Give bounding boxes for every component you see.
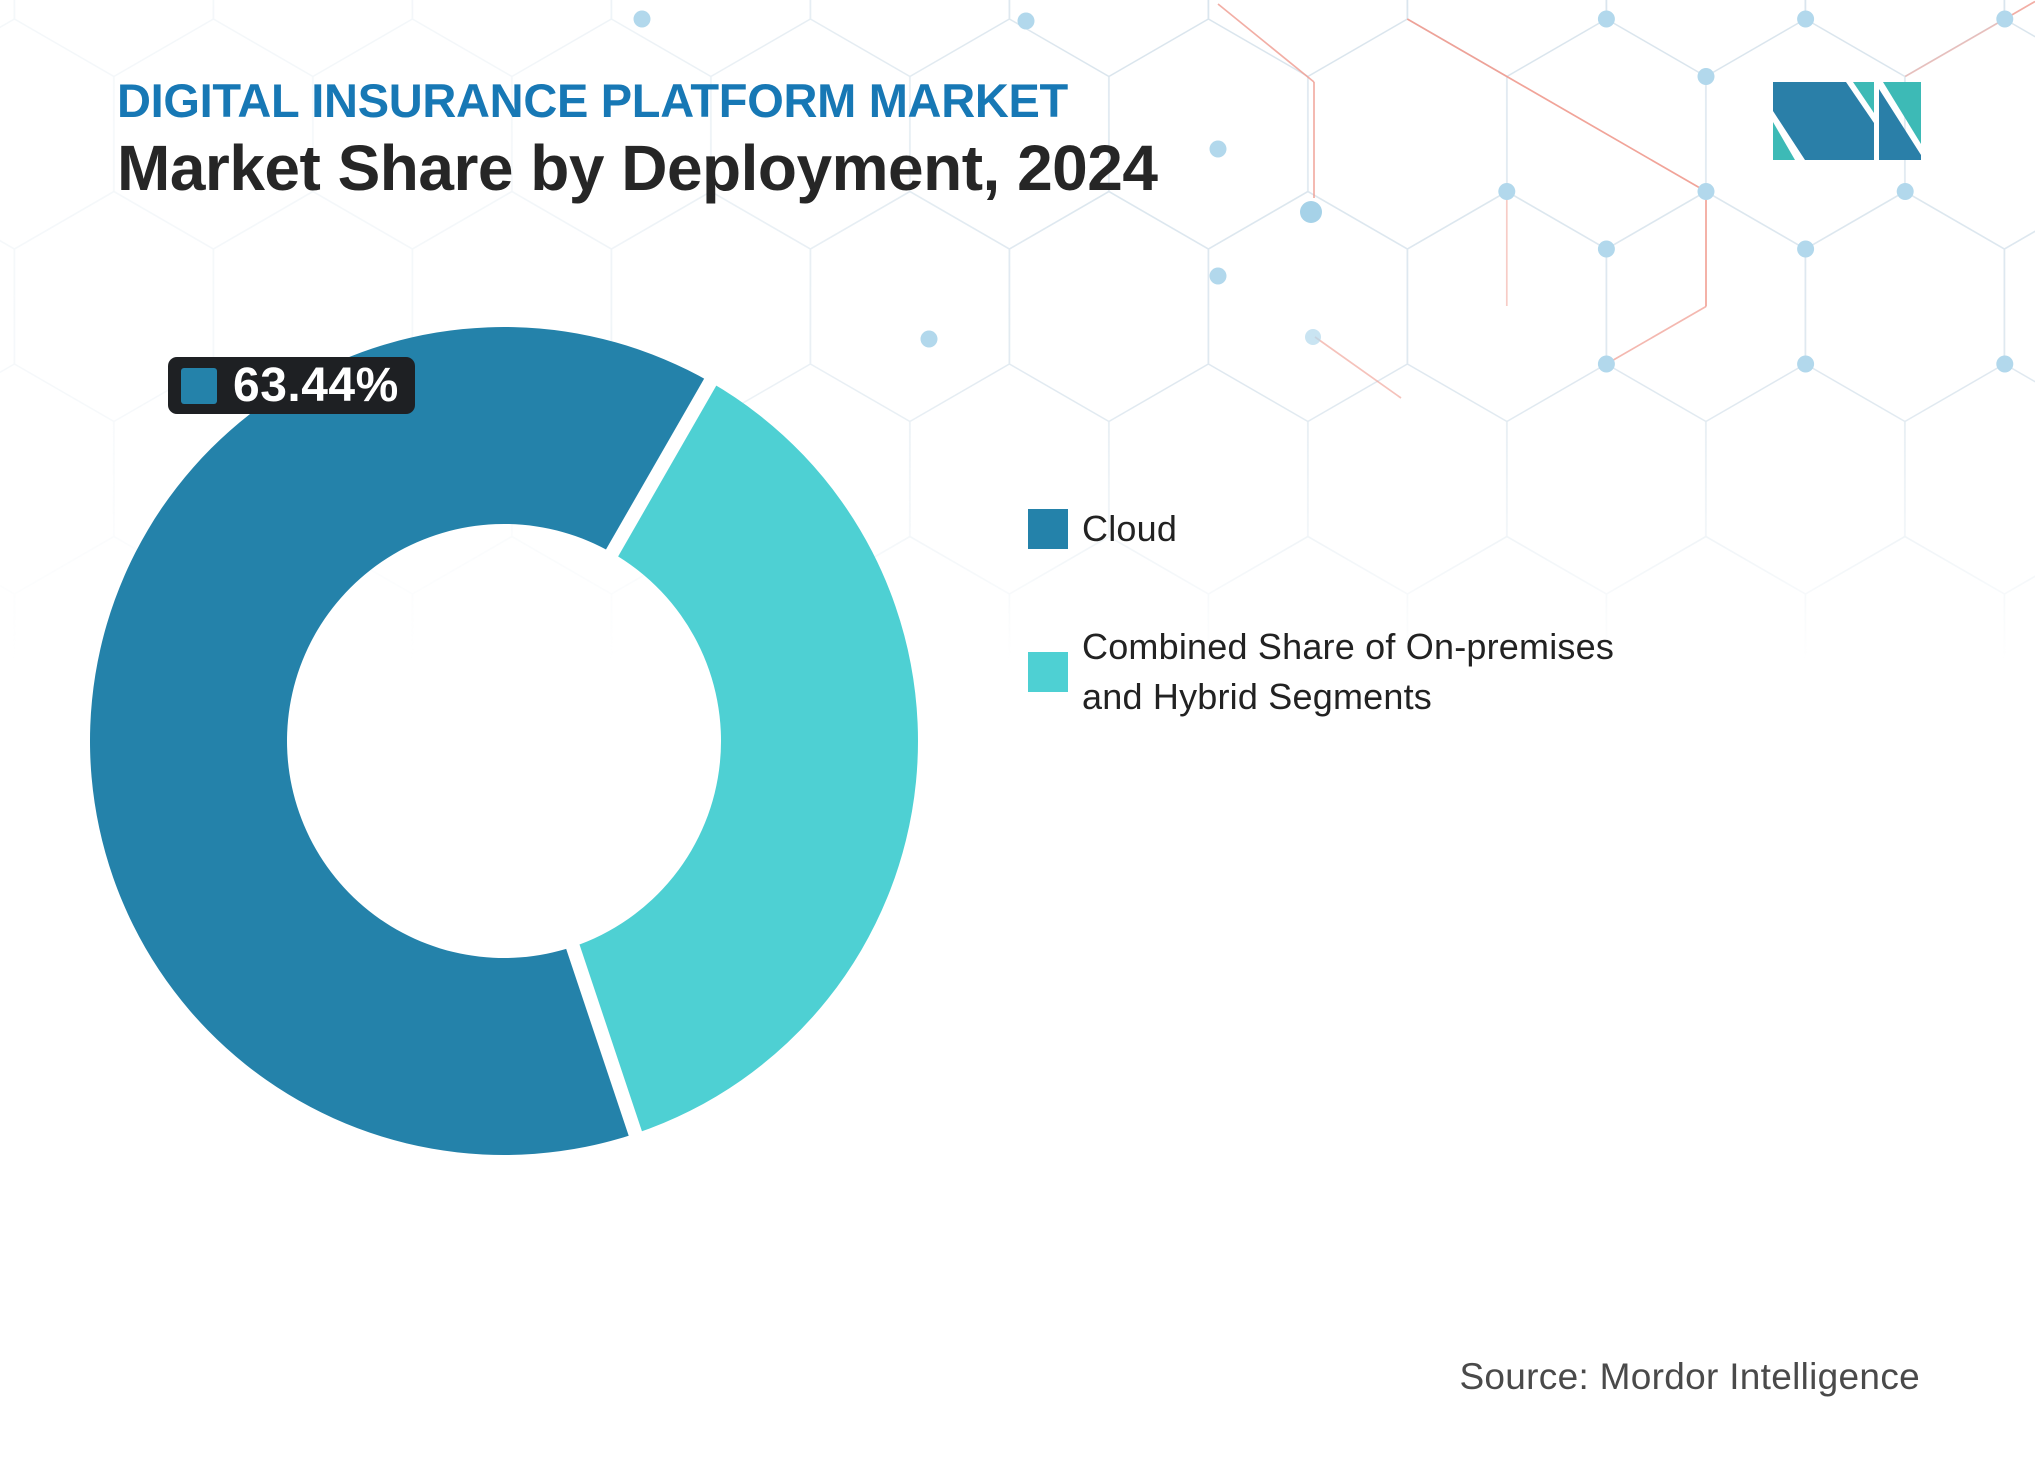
legend-swatch-onprem-hybrid	[1028, 652, 1068, 692]
header: DIGITAL INSURANCE PLATFORM MARKET Market…	[117, 74, 1158, 204]
callout-swatch	[181, 367, 217, 404]
legend-label-cloud: Cloud	[1082, 508, 1178, 549]
hex-node-dots	[633, 10, 2014, 373]
mordor-intelligence-logo-icon	[1773, 82, 1921, 160]
source-attribution: Source: Mordor Intelligence	[1459, 1356, 1920, 1397]
chart-legend: Cloud Combined Share of On-premises and …	[1028, 504, 1642, 722]
legend-item-onprem-hybrid: Combined Share of On-premises and Hybrid…	[1028, 622, 1642, 722]
page-subtitle: Market Share by Deployment, 2024	[117, 131, 1158, 204]
legend-swatch-cloud	[1028, 509, 1068, 549]
hex-accent-lines	[1217, 0, 2035, 399]
legend-label-onprem-hybrid: Combined Share of On-premises and Hybrid…	[1082, 626, 1615, 717]
donut-chart	[74, 311, 934, 1171]
value-callout: 63.44%	[168, 357, 415, 414]
callout-value: 63.44%	[233, 359, 399, 412]
segment-separator	[562, 933, 647, 1150]
donut-chart-svg	[89, 327, 918, 1156]
donut-segment-0	[89, 327, 711, 1156]
page-title: DIGITAL INSURANCE PLATFORM MARKET	[117, 74, 1068, 127]
donut-segment-1	[572, 382, 918, 1134]
legend-item-cloud: Cloud	[1028, 504, 1642, 554]
segment-separator	[600, 366, 724, 567]
